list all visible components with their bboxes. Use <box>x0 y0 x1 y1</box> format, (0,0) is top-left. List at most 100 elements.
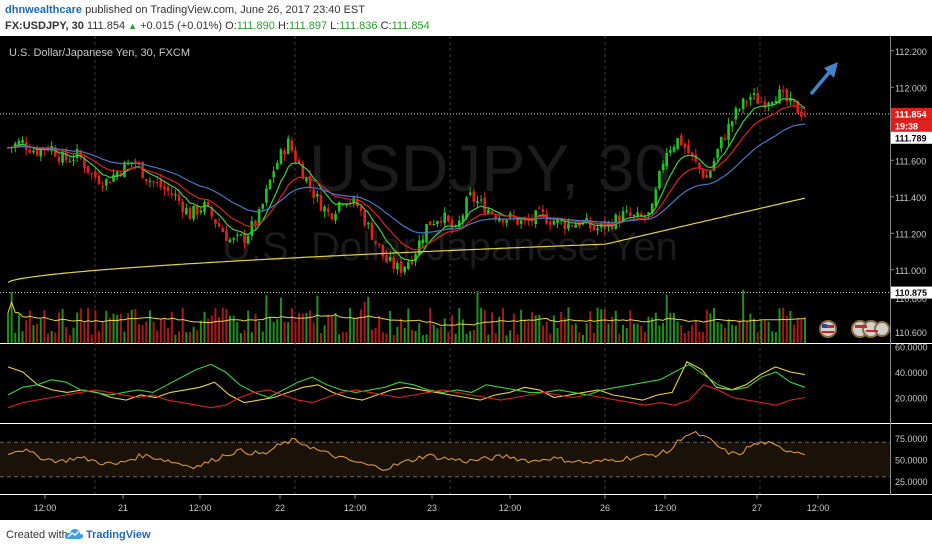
candle <box>316 193 319 197</box>
volume-bar <box>582 334 585 343</box>
volume-bar <box>501 308 504 343</box>
volume-bar <box>148 310 151 343</box>
candle <box>356 199 359 207</box>
candle <box>345 204 348 206</box>
candle <box>672 146 676 152</box>
candle <box>286 138 290 154</box>
candle <box>359 206 363 211</box>
volume-bar <box>567 307 570 343</box>
volume-bar <box>720 323 723 343</box>
candle <box>290 140 294 151</box>
volume-bar <box>43 309 46 343</box>
volume-bar <box>123 331 126 343</box>
volume-bar <box>32 325 35 343</box>
created-with-text: Created with <box>6 529 68 541</box>
volume-bar <box>199 320 202 343</box>
candle <box>723 138 727 140</box>
volume-bar <box>480 307 483 343</box>
volume-bar <box>622 324 625 343</box>
candle <box>108 182 112 184</box>
time-tick-label: 22 <box>275 503 285 513</box>
volume-bar <box>283 321 286 343</box>
volume-bar <box>443 318 446 343</box>
candle <box>228 239 232 243</box>
candle <box>687 145 690 154</box>
moving-average-line <box>7 105 806 251</box>
volume-bar <box>341 332 344 343</box>
volume-bar <box>611 316 614 343</box>
volume-bar <box>97 331 100 343</box>
volume-bar <box>225 308 228 343</box>
volume-bar <box>108 317 111 343</box>
candle <box>235 234 239 236</box>
candle <box>250 221 254 236</box>
volume-bar <box>287 322 290 343</box>
volume-bar <box>83 321 86 343</box>
candle <box>370 223 374 240</box>
candle <box>101 185 104 188</box>
volume-bar <box>505 335 508 343</box>
candle <box>439 220 443 223</box>
time-tick-label: 27 <box>752 503 762 513</box>
event-flags-icon[interactable] <box>851 320 890 338</box>
candle <box>348 202 352 204</box>
candle <box>94 171 97 178</box>
volume-bar <box>159 318 162 343</box>
volume-bar <box>531 312 534 343</box>
volume-bar <box>327 314 330 343</box>
volume-bar <box>367 296 370 343</box>
volume-bar <box>381 332 384 343</box>
candle <box>112 174 115 182</box>
volume-bar <box>425 334 428 343</box>
us-flag-icon[interactable] <box>819 320 837 338</box>
candle <box>217 223 221 227</box>
chart-area[interactable]: USDJPY, 30 U.S. Dollar/Japanese Yen U.S.… <box>0 36 932 520</box>
volume-bar <box>723 327 726 343</box>
candle <box>79 151 83 159</box>
volume-bar <box>498 316 501 343</box>
candle <box>639 213 643 216</box>
volume-bar <box>57 312 60 343</box>
volume-bar <box>771 331 774 343</box>
candle <box>789 97 792 102</box>
volume-bar <box>632 323 635 343</box>
price-label-box <box>891 286 932 299</box>
candle <box>629 212 632 216</box>
volume-bar <box>450 315 453 343</box>
candle <box>407 262 410 269</box>
volume-bar <box>403 328 406 343</box>
candle <box>396 263 399 270</box>
candle <box>694 154 698 162</box>
volume-bar <box>676 321 679 343</box>
candle <box>261 204 265 209</box>
candle <box>39 148 43 157</box>
candle <box>683 143 687 148</box>
candle <box>203 202 206 213</box>
price-tick-label: 111.200 <box>895 229 926 239</box>
rsi-tick-label: 75.0000 <box>895 434 928 444</box>
volume-bar <box>793 324 796 343</box>
candle <box>283 150 286 155</box>
volume-bar <box>14 332 17 343</box>
volume-bar <box>21 331 24 343</box>
volume-bar <box>65 327 68 343</box>
candle <box>144 179 148 182</box>
dmi-line <box>7 384 806 409</box>
volume-bar <box>556 328 559 343</box>
candle <box>574 224 578 228</box>
author-link[interactable]: dhnwealthcare <box>5 4 83 16</box>
volume-bar <box>469 331 472 343</box>
volume-bar <box>687 331 690 343</box>
candle <box>457 220 461 228</box>
candle <box>68 161 72 163</box>
candle <box>516 217 519 225</box>
candle <box>319 194 323 211</box>
candle <box>658 170 661 189</box>
volume-bar <box>130 309 133 343</box>
volume-bar <box>323 325 326 343</box>
candle <box>28 149 32 153</box>
candle <box>239 234 243 236</box>
volume-bar <box>196 330 199 343</box>
volume-bar <box>54 332 57 343</box>
tradingview-link[interactable]: TradingView <box>86 529 151 541</box>
